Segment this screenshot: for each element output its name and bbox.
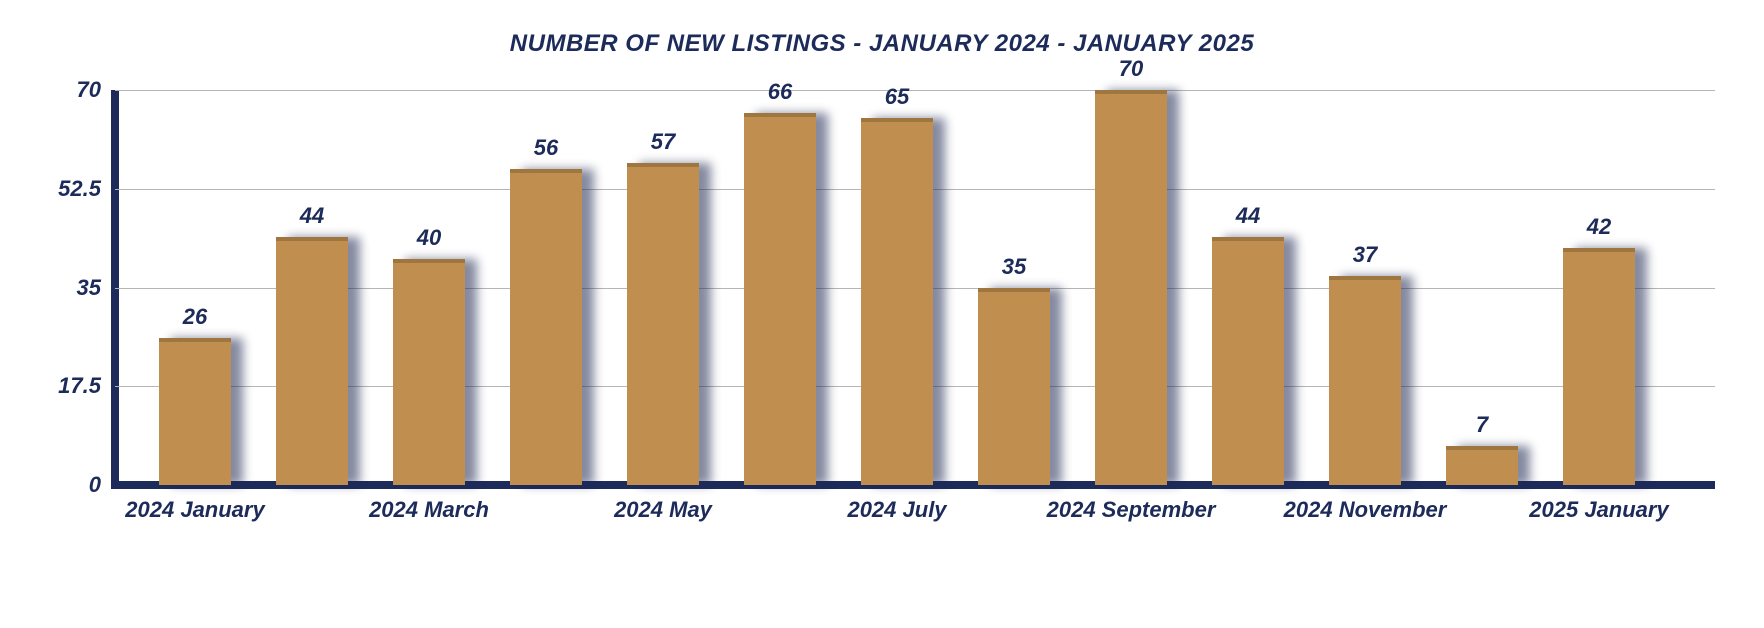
x-tick-label: 2024 January bbox=[125, 485, 264, 523]
y-tick-label: 70 bbox=[77, 77, 115, 103]
bar-value-label: 44 bbox=[300, 203, 324, 229]
bar bbox=[276, 237, 348, 485]
bar-cap bbox=[978, 288, 1050, 292]
bar bbox=[744, 113, 816, 485]
bar-value-label: 56 bbox=[534, 135, 558, 161]
bar bbox=[627, 163, 699, 485]
chart-plot-area: 017.53552.570262024 January44402024 Marc… bbox=[115, 90, 1715, 485]
y-tick-label: 17.5 bbox=[58, 373, 115, 399]
bar-value-label: 44 bbox=[1236, 203, 1260, 229]
x-tick-label: 2024 March bbox=[369, 485, 489, 523]
bar-cap bbox=[1095, 90, 1167, 94]
bar-value-label: 26 bbox=[183, 304, 207, 330]
bar bbox=[1212, 237, 1284, 485]
bar-cap bbox=[1212, 237, 1284, 241]
x-tick-label: 2025 January bbox=[1529, 485, 1668, 523]
bar-cap bbox=[510, 169, 582, 173]
bar-value-label: 66 bbox=[768, 79, 792, 105]
bar-value-label: 70 bbox=[1119, 56, 1143, 82]
bar-cap bbox=[159, 338, 231, 342]
bar bbox=[393, 259, 465, 485]
x-tick-label: 2024 September bbox=[1047, 485, 1216, 523]
bar-value-label: 37 bbox=[1353, 242, 1377, 268]
x-tick-label: 2024 May bbox=[614, 485, 712, 523]
y-tick-label: 35 bbox=[77, 275, 115, 301]
x-tick-label: 2024 July bbox=[847, 485, 946, 523]
y-tick-label: 0 bbox=[89, 472, 115, 498]
bar-cap bbox=[1563, 248, 1635, 252]
bar bbox=[861, 118, 933, 485]
bar-cap bbox=[744, 113, 816, 117]
bar-cap bbox=[627, 163, 699, 167]
x-tick-label: 2024 November bbox=[1284, 485, 1447, 523]
bar-cap bbox=[861, 118, 933, 122]
bar bbox=[510, 169, 582, 485]
listings-bar-chart: NUMBER OF NEW LISTINGS - JANUARY 2024 - … bbox=[0, 0, 1764, 628]
bar bbox=[1446, 446, 1518, 486]
gridline bbox=[115, 90, 1715, 91]
bar-value-label: 35 bbox=[1002, 254, 1026, 280]
bar-value-label: 65 bbox=[885, 84, 909, 110]
bar bbox=[1095, 90, 1167, 485]
chart-title: NUMBER OF NEW LISTINGS - JANUARY 2024 - … bbox=[0, 30, 1764, 58]
bar-cap bbox=[393, 259, 465, 263]
bar bbox=[978, 288, 1050, 486]
bar bbox=[1329, 276, 1401, 485]
bar-cap bbox=[276, 237, 348, 241]
y-tick-label: 52.5 bbox=[58, 176, 115, 202]
bar bbox=[159, 338, 231, 485]
bar bbox=[1563, 248, 1635, 485]
bar-value-label: 42 bbox=[1587, 214, 1611, 240]
bar-cap bbox=[1446, 446, 1518, 450]
bar-value-label: 40 bbox=[417, 225, 441, 251]
bar-value-label: 7 bbox=[1476, 412, 1488, 438]
bar-value-label: 57 bbox=[651, 129, 675, 155]
bar-cap bbox=[1329, 276, 1401, 280]
